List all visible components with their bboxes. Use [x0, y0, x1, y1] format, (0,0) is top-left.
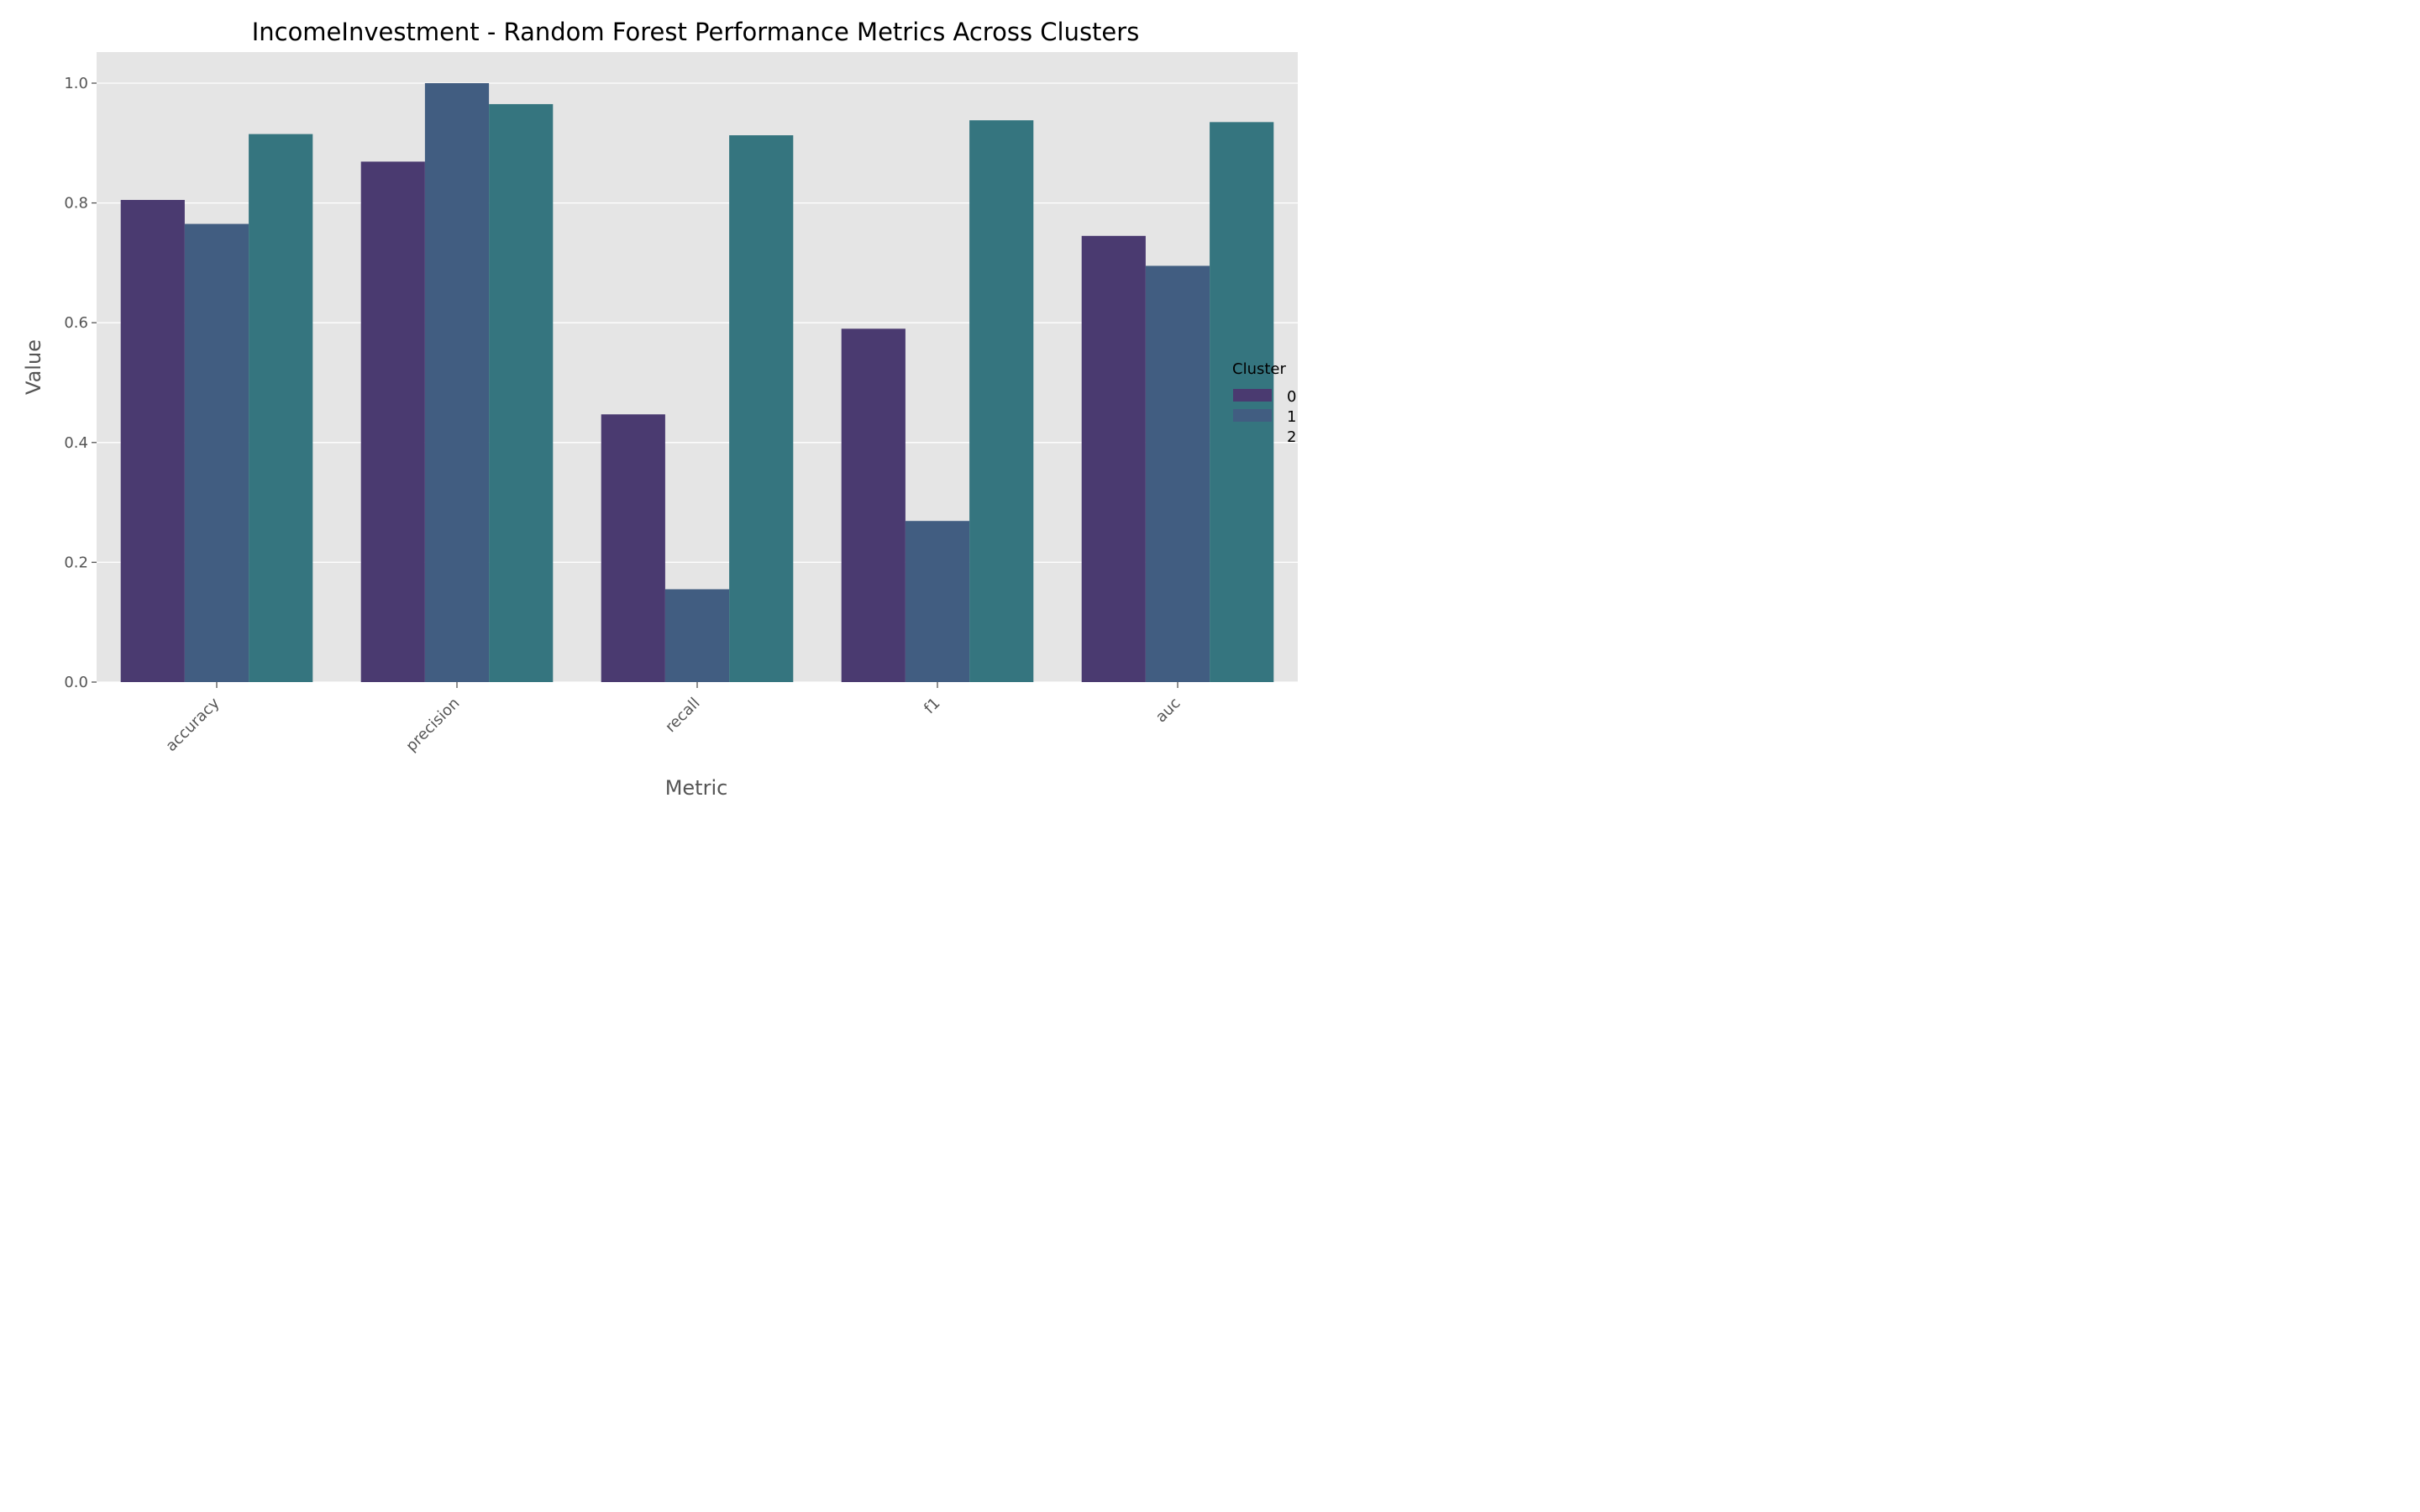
y-axis-ticks: 0.0 0.2 0.4 0.6 0.8 1.0 [64, 75, 97, 691]
y-tick-label: 1.0 [64, 75, 88, 92]
bar-f1-cluster-2 [969, 120, 1034, 682]
legend-swatch-0 [1233, 389, 1272, 402]
legend-label: 0 [1287, 388, 1296, 406]
y-tick-label: 0.8 [64, 195, 88, 213]
bar-chart: 0.0 0.2 0.4 0.6 0.8 1.0 accuracy precision reca… [22, 18, 1298, 800]
bar-recall-cluster-2 [729, 135, 794, 682]
bar-precision-cluster-0 [360, 161, 425, 682]
bar-auc-cluster-2 [1210, 122, 1274, 683]
bars [120, 83, 1274, 683]
chart-title: IncomeInvestment - Random Forest Perform… [252, 18, 1140, 46]
x-axis-label: Metric [665, 776, 728, 800]
x-tick-label: recall [662, 695, 704, 737]
y-tick-label: 0.2 [64, 554, 88, 571]
x-axis-ticks: accuracy precision recall f1 auc [162, 682, 1184, 755]
x-tick-label: accuracy [162, 694, 223, 755]
bar-accuracy-cluster-0 [120, 200, 185, 682]
y-tick-label: 0.0 [64, 674, 88, 691]
bar-precision-cluster-2 [489, 103, 554, 682]
bar-auc-cluster-1 [1145, 265, 1210, 682]
bar-f1-cluster-1 [905, 521, 970, 682]
bar-accuracy-cluster-2 [249, 134, 313, 683]
x-tick-label: f1 [921, 695, 943, 717]
legend-swatch-2 [1233, 429, 1272, 442]
bar-accuracy-cluster-1 [184, 223, 249, 682]
legend-label: 1 [1287, 408, 1296, 426]
x-tick-label: precision [402, 695, 463, 755]
bar-f1-cluster-0 [841, 328, 906, 682]
bar-recall-cluster-0 [601, 414, 665, 682]
legend-swatch-1 [1233, 409, 1272, 422]
bar-recall-cluster-1 [664, 589, 730, 682]
y-axis-label: Value [22, 339, 45, 395]
bar-auc-cluster-0 [1081, 235, 1146, 682]
y-tick-label: 0.4 [64, 434, 88, 452]
legend: Cluster 0 1 2 [1232, 360, 1296, 446]
legend-label: 2 [1287, 428, 1296, 446]
y-tick-label: 0.6 [64, 314, 88, 332]
bar-precision-cluster-1 [424, 83, 490, 682]
x-tick-label: auc [1152, 695, 1184, 727]
legend-title: Cluster [1232, 360, 1286, 378]
